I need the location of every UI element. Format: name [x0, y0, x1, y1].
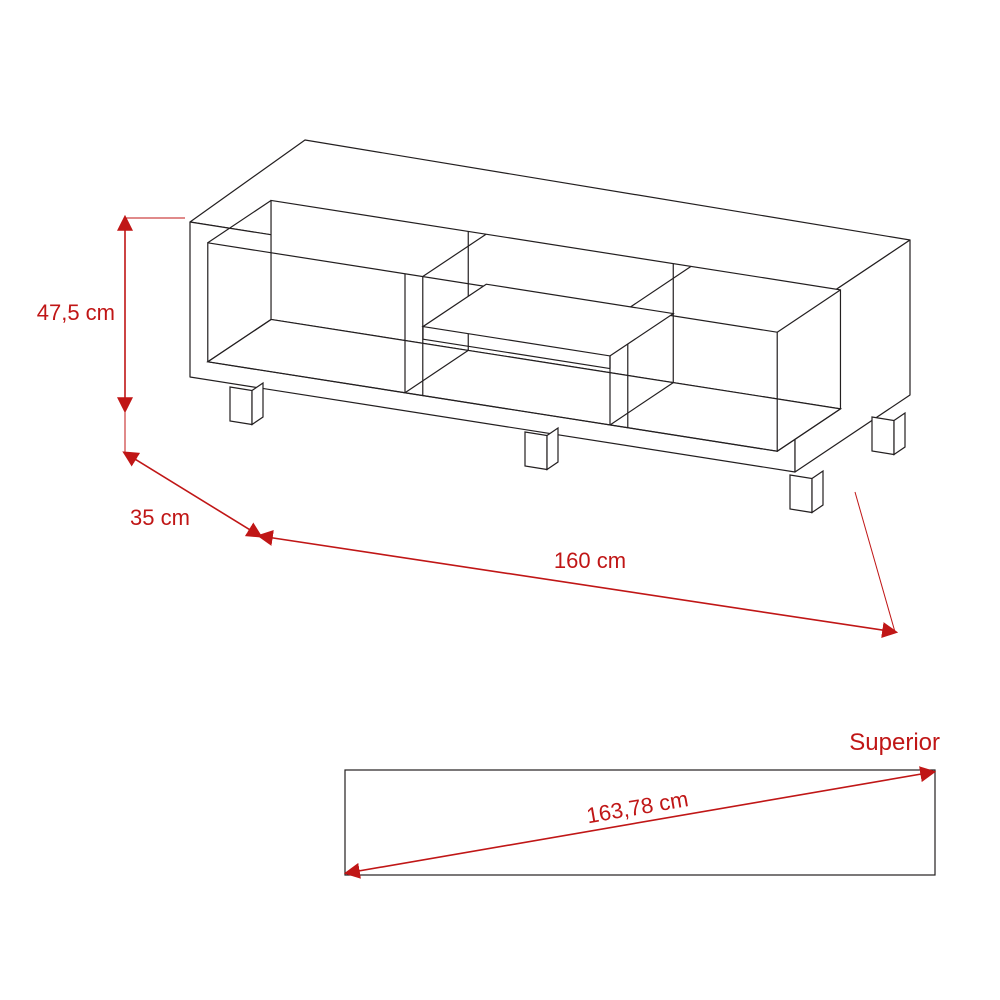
width-dimension-label: 160 cm — [554, 548, 626, 573]
height-dimension-label: 47,5 cm — [37, 300, 115, 325]
superior-panel — [345, 770, 935, 875]
furniture-isometric — [190, 140, 910, 513]
depth-dimension-label: 35 cm — [130, 505, 190, 530]
superior-title: Superior — [849, 729, 940, 756]
